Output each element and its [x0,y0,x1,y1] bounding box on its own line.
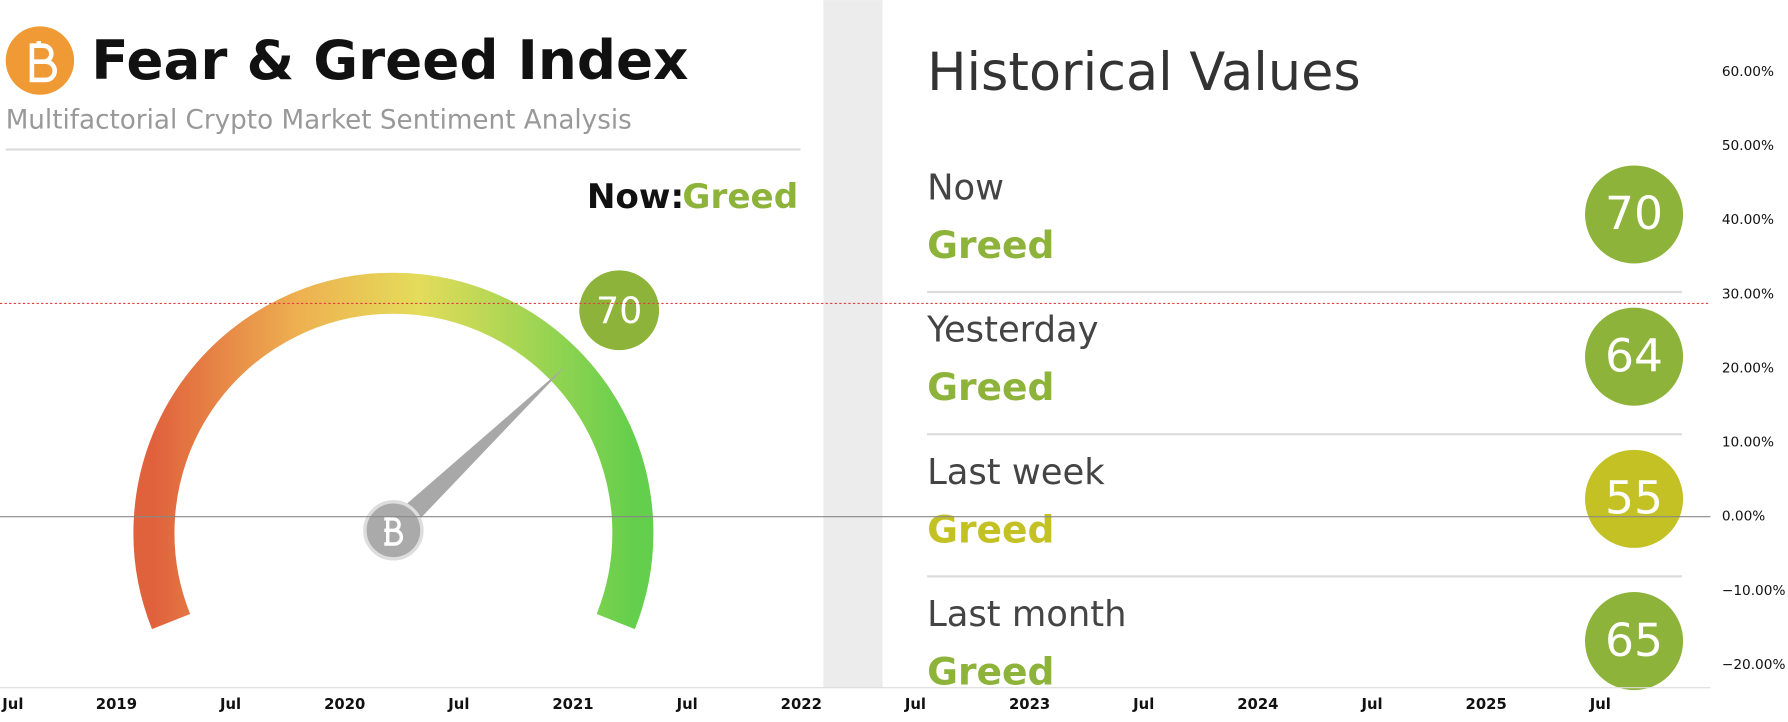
time-tick-label: 2019 [96,696,137,713]
time-tick-label: Jul [676,696,698,713]
left-card [0,0,824,688]
row-label: Now [927,167,1004,208]
price-tick-label: −10.00% [1722,583,1786,599]
row-status: Greed [927,507,1054,551]
history-rows: Now Greed 70 Yesterday Greed 64 Last week Greed… [926,165,1684,694]
row-bubble [1585,307,1684,406]
time-tick-label: 2022 [781,696,822,713]
row-bubble [1585,592,1684,691]
row-value: 64 [1605,329,1663,382]
row-status: Greed [927,365,1054,409]
time-tick-label: 2025 [1466,696,1507,713]
price-tick-label: 30.00% [1722,286,1774,302]
price-tick-label: 60.00% [1722,64,1774,80]
price-tick-label: 0.00% [1722,509,1765,525]
price-tick-label: 50.00% [1722,138,1774,154]
price-tick-label: −20.00% [1722,657,1786,673]
now-label: Now: [587,177,684,217]
subtitle: Multifactorial Crypto Market Sentiment A… [6,105,632,135]
gauge-bubble [579,270,660,351]
time-tick-label: 2021 [552,696,593,713]
time-tick-label: 2020 [324,696,365,713]
row-value: 65 [1605,614,1663,667]
price-tick-label: 40.00% [1722,212,1774,228]
time-tick-label: 2023 [1009,696,1050,713]
price-tick-label: 10.00% [1722,435,1774,451]
row-bubble [1585,449,1684,548]
bitcoin-glyph [29,41,57,83]
gauge-value: 70 [596,289,642,332]
row-value: 70 [1605,187,1663,240]
time-tick-label: Jul [219,696,241,713]
time-tick-label: Jul [1,696,23,713]
price-axis: 60.00% 50.00% 40.00% 30.00% 20.00% 10.00% 0.00… [1722,64,1786,673]
row-label: Last month [927,594,1126,635]
gauge-arc [133,272,654,630]
time-tick-label: Jul [1589,696,1611,713]
time-tick-label: Jul [1360,696,1382,713]
needle [385,364,567,539]
row-status: Greed [927,223,1054,267]
time-axis: Jul 2019 Jul 2020 Jul 2021 Jul 2022 Jul 2023 Jul 20… [1,696,1611,713]
row-value: 55 [1605,472,1663,525]
title: Fear & Greed Index [91,28,688,92]
right-card [882,0,1713,688]
time-tick-label: Jul [447,696,469,713]
row-status: Greed [927,650,1054,694]
time-tick-label: 2024 [1237,696,1278,713]
now-value: Greed [682,177,798,217]
time-tick-label: Jul [904,696,926,713]
gap [823,0,883,688]
row-bubble [1585,165,1684,264]
time-tick-label: Jul [1132,696,1154,713]
price-tick-label: 20.00% [1722,360,1774,376]
hub-glyph [384,516,404,546]
row-label: Yesterday [926,310,1099,351]
row-label: Last week [927,452,1105,493]
history-title: Historical Values [927,42,1361,103]
